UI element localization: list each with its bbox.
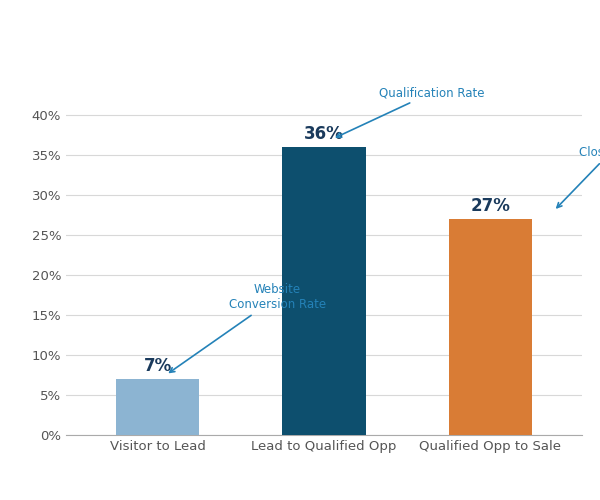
Text: Close Rate: Close Rate xyxy=(557,146,600,208)
Text: Software Conversion Rates: Software Conversion Rates xyxy=(88,20,512,48)
Text: Qualification Rate: Qualification Rate xyxy=(337,86,485,137)
Bar xyxy=(449,219,532,435)
Text: 27%: 27% xyxy=(470,197,511,215)
Text: Website
Conversion Rate: Website Conversion Rate xyxy=(170,283,326,372)
Text: 7%: 7% xyxy=(143,357,172,375)
Bar xyxy=(116,379,199,435)
Text: 36%: 36% xyxy=(304,125,344,143)
Text: A Chart Brought to You By  ◆  Capterra: A Chart Brought to You By ◆ Capterra xyxy=(151,470,449,484)
Bar xyxy=(283,147,365,435)
